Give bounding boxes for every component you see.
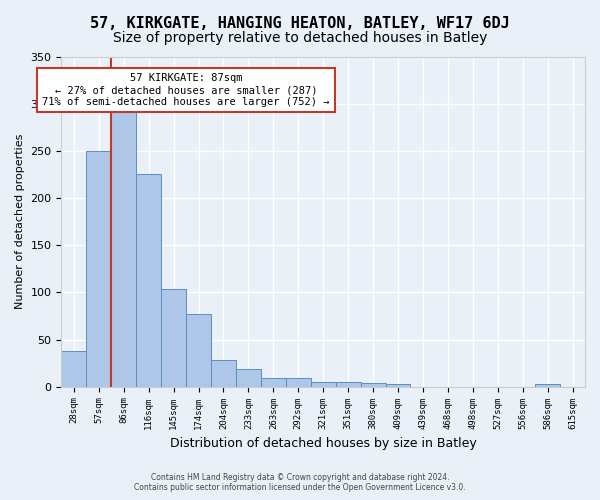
Bar	[86, 151, 111, 386]
Text: Contains HM Land Registry data © Crown copyright and database right 2024.
Contai: Contains HM Land Registry data © Crown c…	[134, 473, 466, 492]
Text: 57, KIRKGATE, HANGING HEATON, BATLEY, WF17 6DJ: 57, KIRKGATE, HANGING HEATON, BATLEY, WF…	[90, 16, 510, 31]
Y-axis label: Number of detached properties: Number of detached properties	[15, 134, 25, 310]
Text: Size of property relative to detached houses in Batley: Size of property relative to detached ho…	[113, 31, 487, 45]
Text: 57 KIRKGATE: 87sqm
← 27% of detached houses are smaller (287)
71% of semi-detach: 57 KIRKGATE: 87sqm ← 27% of detached hou…	[43, 74, 330, 106]
Bar	[111, 110, 136, 386]
X-axis label: Distribution of detached houses by size in Batley: Distribution of detached houses by size …	[170, 437, 476, 450]
Bar	[186, 314, 211, 386]
Bar	[211, 360, 236, 386]
Bar	[286, 378, 311, 386]
Bar	[361, 383, 386, 386]
Bar	[161, 288, 186, 386]
Bar	[386, 384, 410, 386]
Bar	[136, 174, 161, 386]
Bar	[335, 382, 361, 386]
Bar	[311, 382, 335, 386]
Bar	[261, 378, 286, 386]
Bar	[236, 369, 261, 386]
Bar	[61, 351, 86, 386]
Bar	[535, 384, 560, 386]
